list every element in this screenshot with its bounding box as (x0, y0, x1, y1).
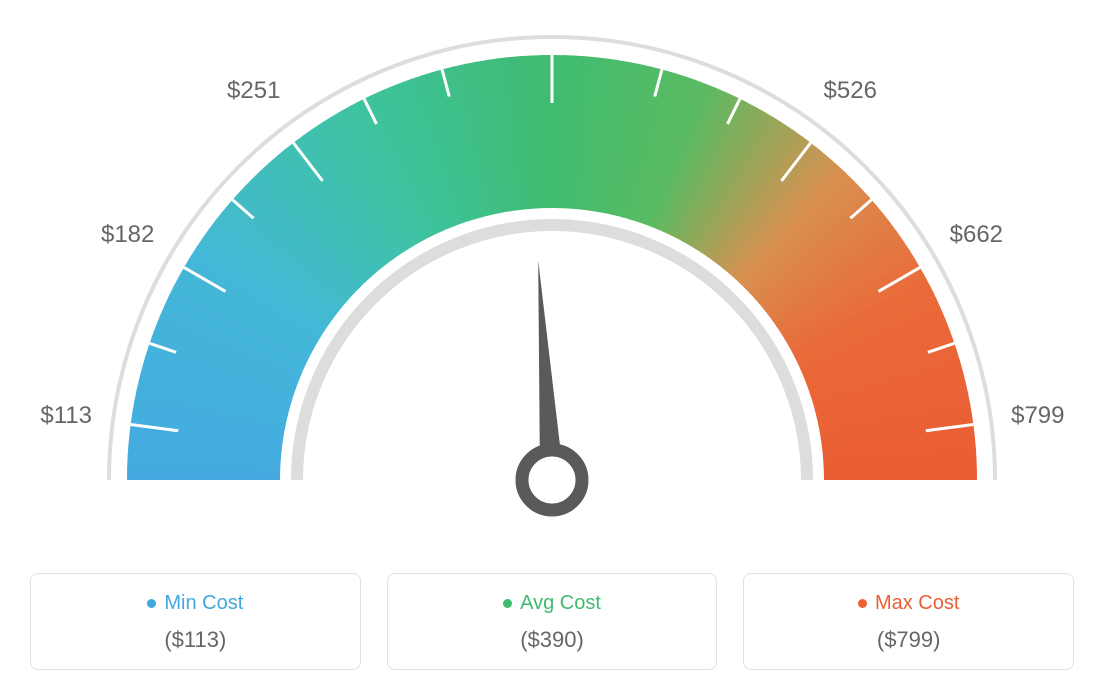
legend-title-max: Max Cost (858, 592, 959, 615)
gauge-tick-label: $662 (950, 221, 1003, 249)
legend-value-max: ($799) (754, 627, 1063, 653)
legend-label: Avg Cost (520, 592, 601, 615)
legend-card-avg: Avg Cost ($390) (387, 573, 718, 670)
gauge-tick-label: $113 (40, 402, 92, 430)
gauge-svg (0, 0, 1104, 560)
gauge-tick-label: $799 (1011, 402, 1064, 430)
gauge-tick-label: $251 (227, 77, 280, 105)
legend-title-min: Min Cost (147, 592, 243, 615)
dot-icon (858, 599, 867, 608)
legend-value-min: ($113) (41, 627, 350, 653)
gauge-tick-label: $390 (525, 0, 578, 4)
legend-title-avg: Avg Cost (503, 592, 601, 615)
legend-card-min: Min Cost ($113) (30, 573, 361, 670)
gauge-tick-label: $526 (824, 77, 877, 105)
dot-icon (503, 599, 512, 608)
gauge-hub (522, 450, 582, 510)
legend-label: Max Cost (875, 592, 959, 615)
gauge-tick-label: $182 (101, 221, 154, 249)
legend-label: Min Cost (164, 592, 243, 615)
legend-value-avg: ($390) (398, 627, 707, 653)
gauge-chart: $113 $182 $251 $390 $526 $662 $799 (0, 0, 1104, 560)
legend-row: Min Cost ($113) Avg Cost ($390) Max Cost… (30, 573, 1074, 670)
dot-icon (147, 599, 156, 608)
legend-card-max: Max Cost ($799) (743, 573, 1074, 670)
